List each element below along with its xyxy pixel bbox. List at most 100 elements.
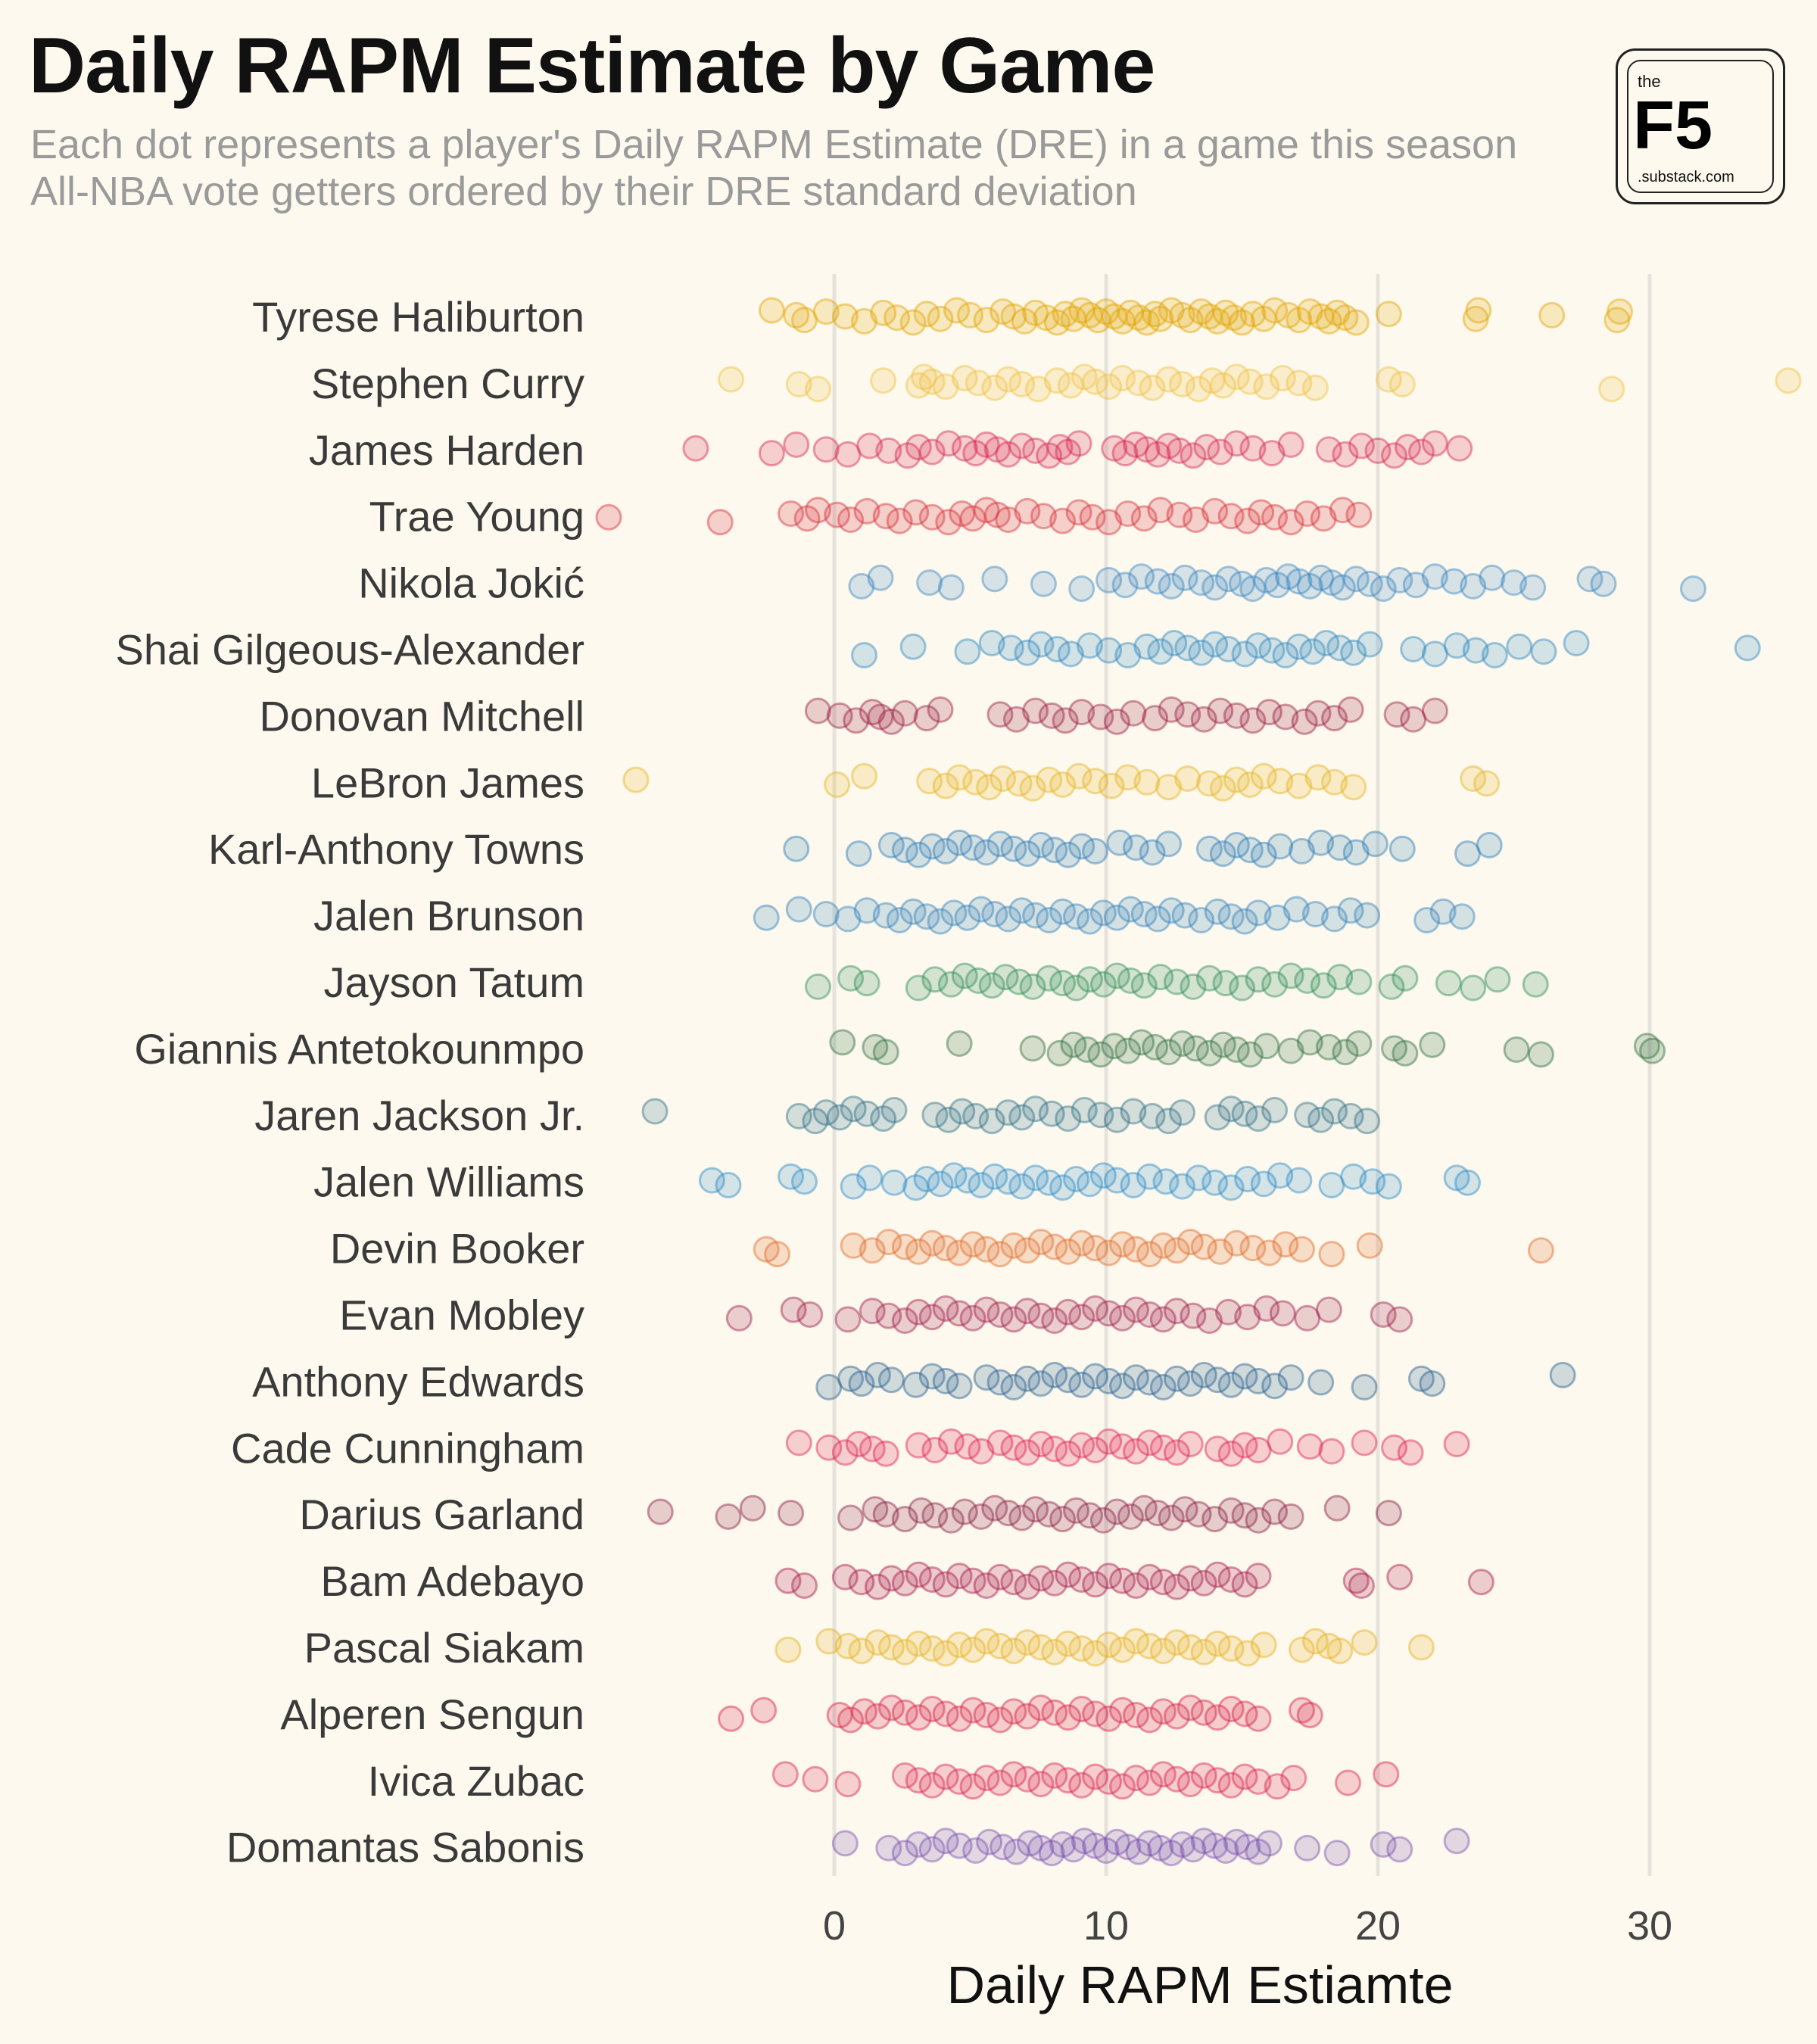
data-point — [1217, 1440, 1245, 1467]
data-point — [1082, 1571, 1109, 1598]
data-point — [1041, 1307, 1068, 1334]
data-point — [774, 1567, 802, 1594]
data-point — [1264, 904, 1291, 931]
data-point — [1182, 506, 1209, 533]
data-point — [864, 1361, 891, 1388]
data-point — [1342, 309, 1370, 336]
data-point — [1255, 1239, 1282, 1267]
data-point — [905, 1831, 932, 1858]
data-point — [1166, 501, 1193, 528]
data-point — [959, 1773, 986, 1800]
data-point — [1239, 1235, 1267, 1262]
data-point — [1212, 299, 1239, 326]
data-point — [905, 1561, 932, 1588]
data-point — [1386, 1306, 1413, 1333]
data-point — [1095, 1300, 1123, 1327]
data-point — [815, 1434, 843, 1461]
data-point — [1291, 708, 1318, 735]
data-point — [1095, 1563, 1123, 1590]
data-point — [1068, 575, 1095, 603]
data-point — [859, 1435, 886, 1463]
data-point — [995, 905, 1022, 933]
data-point — [986, 1301, 1014, 1328]
data-point — [1019, 1035, 1046, 1062]
data-point — [1522, 971, 1549, 998]
data-point — [1014, 1629, 1041, 1656]
data-point — [937, 574, 965, 601]
data-point — [1386, 1836, 1413, 1863]
data-point — [1217, 903, 1245, 930]
data-point — [1114, 1834, 1142, 1861]
data-point — [1204, 1630, 1231, 1657]
data-point — [1114, 500, 1142, 527]
data-point — [1033, 304, 1060, 332]
data-point — [1229, 974, 1255, 1002]
data-point — [872, 1440, 899, 1467]
data-point — [1392, 964, 1419, 992]
data-point — [1055, 1298, 1082, 1326]
data-point — [1267, 768, 1294, 795]
data-point — [1000, 1569, 1027, 1596]
data-point — [1318, 569, 1345, 597]
data-point — [1114, 1037, 1142, 1064]
data-point — [1267, 1428, 1294, 1455]
data-point — [831, 1563, 859, 1591]
data-point — [1342, 566, 1370, 593]
data-point — [918, 1566, 946, 1593]
data-point — [1236, 1041, 1264, 1068]
data-point — [986, 1429, 1014, 1457]
y-label-20: Pascal Siakam — [304, 1624, 584, 1672]
data-point — [1236, 837, 1264, 864]
data-point — [918, 1836, 946, 1863]
data-point — [1014, 639, 1041, 666]
data-point — [940, 1162, 968, 1189]
data-point — [1234, 1640, 1261, 1667]
data-point — [595, 503, 622, 531]
data-point — [1460, 572, 1487, 600]
data-point — [1068, 297, 1095, 324]
data-point — [1008, 1173, 1036, 1200]
data-point — [1375, 1500, 1402, 1527]
data-point — [918, 503, 946, 531]
data-point — [1209, 840, 1236, 868]
data-point — [758, 440, 785, 467]
data-point — [1095, 1367, 1123, 1394]
data-point — [1087, 1041, 1114, 1068]
data-point — [1231, 908, 1258, 935]
data-point — [1234, 1166, 1261, 1192]
y-label-0: Tyrese Haliburton — [252, 293, 584, 341]
data-point — [875, 1302, 902, 1329]
data-point — [973, 1296, 1000, 1323]
data-point — [1027, 1229, 1055, 1256]
data-point — [1530, 638, 1557, 665]
data-point — [793, 505, 821, 532]
data-point — [1089, 1507, 1117, 1534]
data-point — [1370, 1301, 1397, 1328]
data-point — [1340, 1163, 1367, 1190]
data-point — [1149, 1232, 1177, 1259]
data-point — [778, 500, 805, 527]
data-point — [1180, 442, 1207, 469]
data-point — [1022, 1496, 1049, 1523]
data-point — [864, 1573, 891, 1600]
data-point — [1264, 572, 1291, 599]
data-point — [867, 703, 894, 731]
data-point — [1527, 1237, 1554, 1264]
data-point — [1076, 966, 1103, 993]
data-point — [932, 1763, 959, 1790]
data-point — [1122, 834, 1149, 862]
data-point — [1101, 303, 1128, 330]
data-point — [848, 572, 875, 600]
data-point — [1190, 1638, 1217, 1665]
data-point — [1188, 639, 1215, 666]
data-point — [1171, 1496, 1198, 1523]
data-point — [1049, 970, 1077, 997]
data-point — [856, 1164, 884, 1192]
data-point — [853, 970, 880, 997]
data-point — [872, 1500, 899, 1528]
data-point — [1144, 441, 1171, 468]
y-label-23: Domantas Sabonis — [226, 1824, 584, 1871]
data-point — [1163, 1629, 1190, 1656]
data-point — [1315, 307, 1342, 335]
data-point — [932, 1571, 959, 1598]
